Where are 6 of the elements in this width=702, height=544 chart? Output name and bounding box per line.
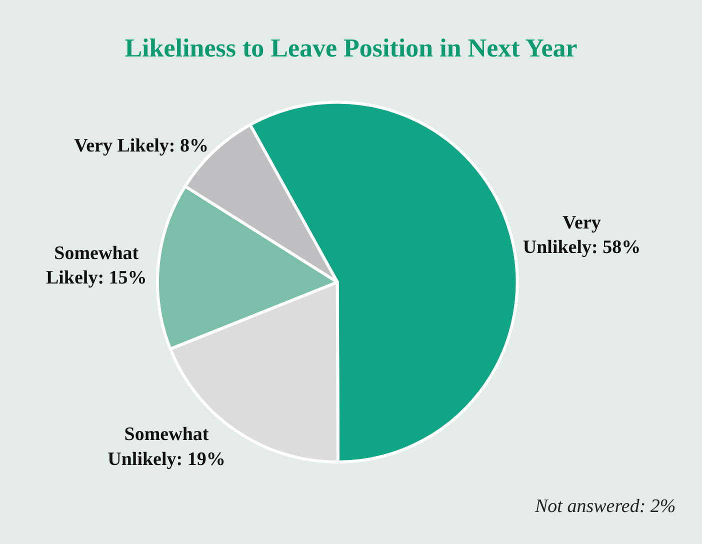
- slice-label: Very Unlikely: 58%: [522, 212, 641, 258]
- chart-title: Likeliness to Leave Position in Next Year: [124, 33, 578, 62]
- slice-label: Very Likely: 8%: [74, 135, 209, 156]
- text: Not answered: 2%: [534, 496, 676, 517]
- slice-label: Somewhat Unlikely: 19%: [108, 424, 226, 470]
- slice-label: Somewhat Likely: 15%: [46, 242, 147, 288]
